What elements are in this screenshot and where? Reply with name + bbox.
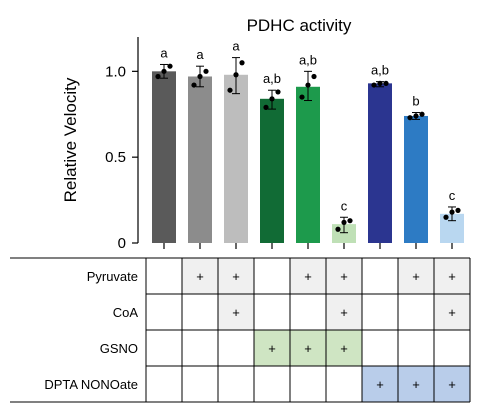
bar bbox=[260, 98, 284, 243]
data-point bbox=[203, 68, 209, 74]
chart-title: PDHC activity bbox=[247, 16, 352, 35]
table-plus-mark: + bbox=[232, 269, 240, 284]
table-cell-fill bbox=[218, 258, 254, 294]
significance-label: a,b bbox=[263, 71, 281, 86]
significance-label: a bbox=[196, 47, 204, 62]
table-cell-fill bbox=[326, 258, 362, 294]
table-cell-fill bbox=[362, 366, 398, 402]
data-point bbox=[233, 72, 239, 78]
bar bbox=[224, 74, 248, 244]
table-cell-fill bbox=[434, 366, 470, 402]
significance-label: a bbox=[160, 45, 168, 60]
data-point bbox=[269, 96, 275, 102]
bars-group: a a a a,b a,b c a,b b c bbox=[152, 39, 464, 244]
table-plus-mark: + bbox=[268, 341, 276, 356]
data-point bbox=[413, 113, 419, 119]
y-tick-label: 0 bbox=[118, 235, 126, 252]
significance-label: b bbox=[412, 94, 419, 109]
data-point bbox=[371, 82, 377, 88]
table-plus-mark: + bbox=[412, 377, 420, 392]
data-point bbox=[419, 111, 425, 117]
table-plus-mark: + bbox=[196, 269, 204, 284]
data-point bbox=[275, 89, 281, 95]
significance-label: a bbox=[232, 39, 240, 54]
y-axis-label: Relative Velocity bbox=[61, 77, 80, 202]
table-plus-mark: + bbox=[448, 305, 456, 320]
data-point bbox=[161, 68, 167, 74]
table-plus-mark: + bbox=[412, 269, 420, 284]
table-plus-mark: + bbox=[340, 305, 348, 320]
data-point bbox=[239, 60, 245, 66]
significance-label: c bbox=[341, 198, 348, 213]
table-plus-mark: + bbox=[448, 269, 456, 284]
table-plus-mark: + bbox=[304, 269, 312, 284]
table-plus-mark: + bbox=[376, 377, 384, 392]
data-point bbox=[305, 82, 311, 88]
bar bbox=[188, 76, 212, 243]
data-point bbox=[335, 226, 341, 232]
table-cell-fill bbox=[398, 366, 434, 402]
data-point bbox=[191, 82, 197, 88]
table-row-label: CoA bbox=[113, 305, 139, 320]
axes: 0 0.5 1.0 bbox=[105, 37, 453, 252]
data-point bbox=[167, 63, 173, 69]
table-cell-fill bbox=[254, 330, 290, 366]
significance-label: c bbox=[449, 188, 456, 203]
significance-label: a,b bbox=[299, 52, 317, 67]
table-row-label: DPTA NONOate bbox=[44, 377, 138, 392]
table-plus-mark: + bbox=[232, 305, 240, 320]
table-row-label: GSNO bbox=[100, 341, 138, 356]
data-point bbox=[341, 219, 347, 225]
table-cell-fill bbox=[434, 294, 470, 330]
bar bbox=[296, 86, 320, 244]
bar bbox=[404, 115, 428, 243]
data-point bbox=[299, 94, 305, 100]
table-plus-mark: + bbox=[340, 269, 348, 284]
table-cell-fill bbox=[326, 330, 362, 366]
data-point bbox=[443, 214, 449, 220]
significance-label: a,b bbox=[371, 63, 389, 78]
data-point bbox=[455, 207, 461, 213]
table-plus-mark: + bbox=[304, 341, 312, 356]
data-point bbox=[155, 73, 161, 80]
table-cell-fill bbox=[218, 294, 254, 330]
bar bbox=[368, 83, 392, 243]
data-point bbox=[347, 218, 353, 224]
table-row-label: Pyruvate bbox=[87, 269, 138, 284]
y-tick-label: 1.0 bbox=[105, 63, 126, 80]
condition-table: Pyruvate + + + + + + CoA + + + GSNO + + + DPTA NONOate +… bbox=[10, 257, 471, 403]
table-cell-fill bbox=[290, 258, 326, 294]
table-cell-fill bbox=[434, 258, 470, 294]
table-plus-mark: + bbox=[340, 341, 348, 356]
data-point bbox=[263, 104, 269, 110]
table-cell-fill bbox=[182, 258, 218, 294]
bar bbox=[152, 71, 176, 243]
data-point bbox=[407, 115, 413, 121]
table-cell-fill bbox=[290, 330, 326, 366]
data-point bbox=[377, 80, 383, 86]
data-point bbox=[311, 73, 317, 80]
data-point bbox=[449, 209, 455, 215]
table-cell-fill bbox=[398, 258, 434, 294]
y-tick-label: 0.5 bbox=[105, 149, 126, 166]
table-cell-fill bbox=[326, 294, 362, 330]
data-point bbox=[197, 73, 203, 80]
table-plus-mark: + bbox=[448, 377, 456, 392]
data-point bbox=[383, 80, 389, 86]
data-point bbox=[227, 87, 233, 93]
